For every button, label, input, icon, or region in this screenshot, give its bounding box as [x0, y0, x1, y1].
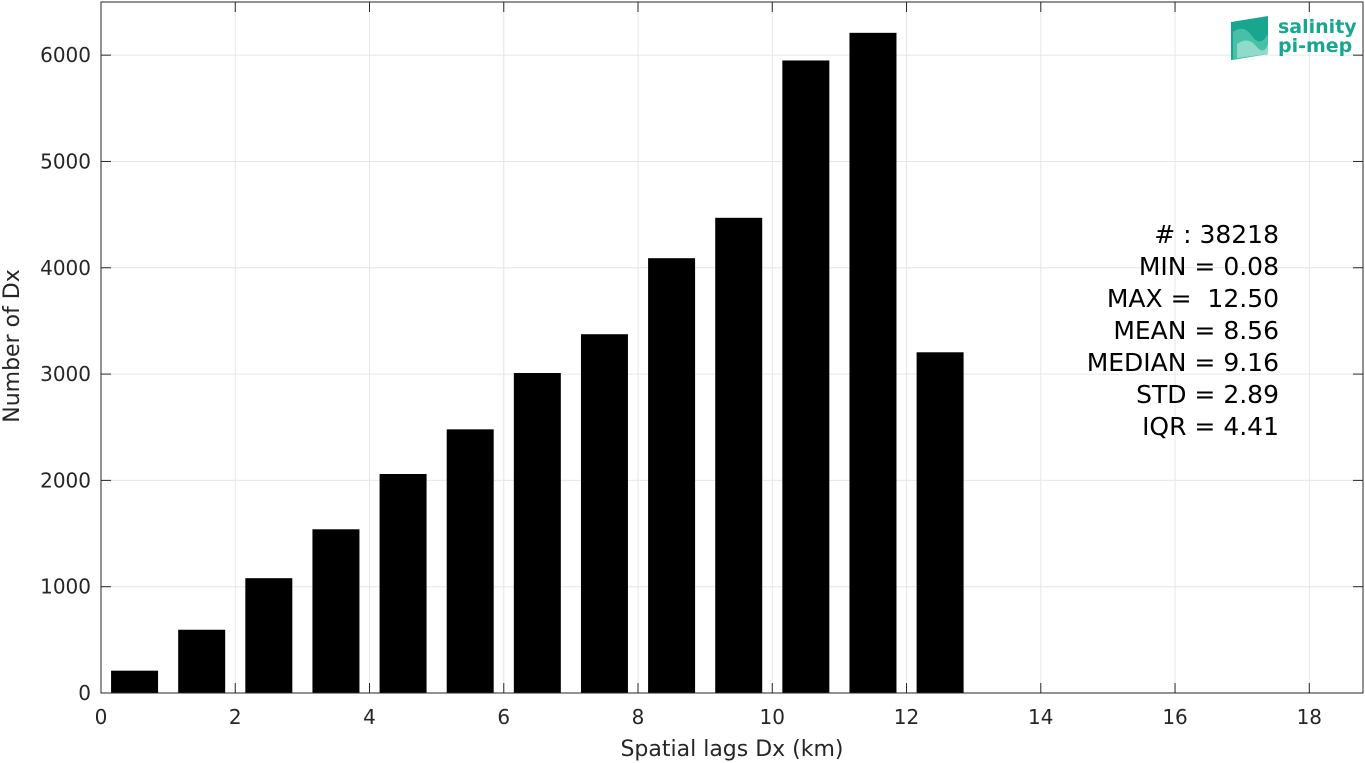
stat-line: MEAN = 8.56: [1113, 316, 1279, 345]
x-tick-label: 16: [1162, 705, 1187, 729]
stat-line: MIN = 0.08: [1139, 252, 1279, 281]
bar: [715, 217, 763, 693]
axes-box: [100, 1, 1364, 694]
bar: [513, 373, 561, 693]
bar: [312, 529, 360, 693]
y-tick-label: 0: [78, 681, 91, 705]
bar: [782, 60, 830, 693]
y-tick-label: 2000: [40, 468, 91, 492]
bar: [111, 670, 159, 693]
x-tick-label: 6: [497, 705, 510, 729]
stat-line: STD = 2.89: [1136, 380, 1279, 409]
y-tick-label: 1000: [40, 575, 91, 599]
bars: [111, 32, 964, 694]
bar: [916, 352, 964, 693]
x-tick-label: 0: [95, 705, 108, 729]
x-tick-label: 18: [1297, 705, 1322, 729]
x-tick-label: 10: [760, 705, 785, 729]
bar: [446, 429, 494, 693]
bar: [580, 334, 628, 693]
salinity-pi-mep-logo: salinity pi-mep: [1231, 16, 1357, 60]
axis-ticks: [100, 2, 1363, 694]
x-tick-label: 14: [1028, 705, 1053, 729]
x-tick-label: 8: [632, 705, 645, 729]
bar: [849, 32, 897, 694]
y-tick-label: 3000: [40, 362, 91, 386]
wave-logo-icon: [1231, 16, 1268, 60]
stat-line: MEDIAN = 9.16: [1087, 348, 1279, 377]
x-tick-labels: 0 2 4 6 8 10 12 14 16 18: [95, 705, 1322, 729]
bar: [379, 474, 427, 693]
y-tick-labels: 0 1000 2000 3000 4000 5000 6000: [40, 43, 91, 705]
y-tick-label: 6000: [40, 43, 91, 67]
logo-text-line2: pi-mep: [1278, 35, 1352, 57]
stat-line: # : 38218: [1154, 220, 1279, 249]
x-axis-label: Spatial lags Dx (km): [620, 737, 843, 762]
stats-annotation: # : 38218 MIN = 0.08 MAX = 12.50 MEAN = 8.5…: [1087, 220, 1279, 441]
bar: [648, 258, 696, 693]
logo-text-line1: salinity: [1278, 16, 1357, 38]
y-tick-label: 4000: [40, 256, 91, 280]
bar: [245, 578, 293, 693]
x-tick-label: 2: [229, 705, 242, 729]
y-tick-label: 5000: [40, 149, 91, 173]
x-tick-label: 12: [894, 705, 919, 729]
stat-line: IQR = 4.41: [1142, 412, 1279, 441]
x-tick-label: 4: [363, 705, 376, 729]
bar: [178, 629, 226, 693]
y-axis-label: Number of Dx: [0, 269, 25, 423]
stat-line: MAX = 12.50: [1107, 284, 1279, 313]
